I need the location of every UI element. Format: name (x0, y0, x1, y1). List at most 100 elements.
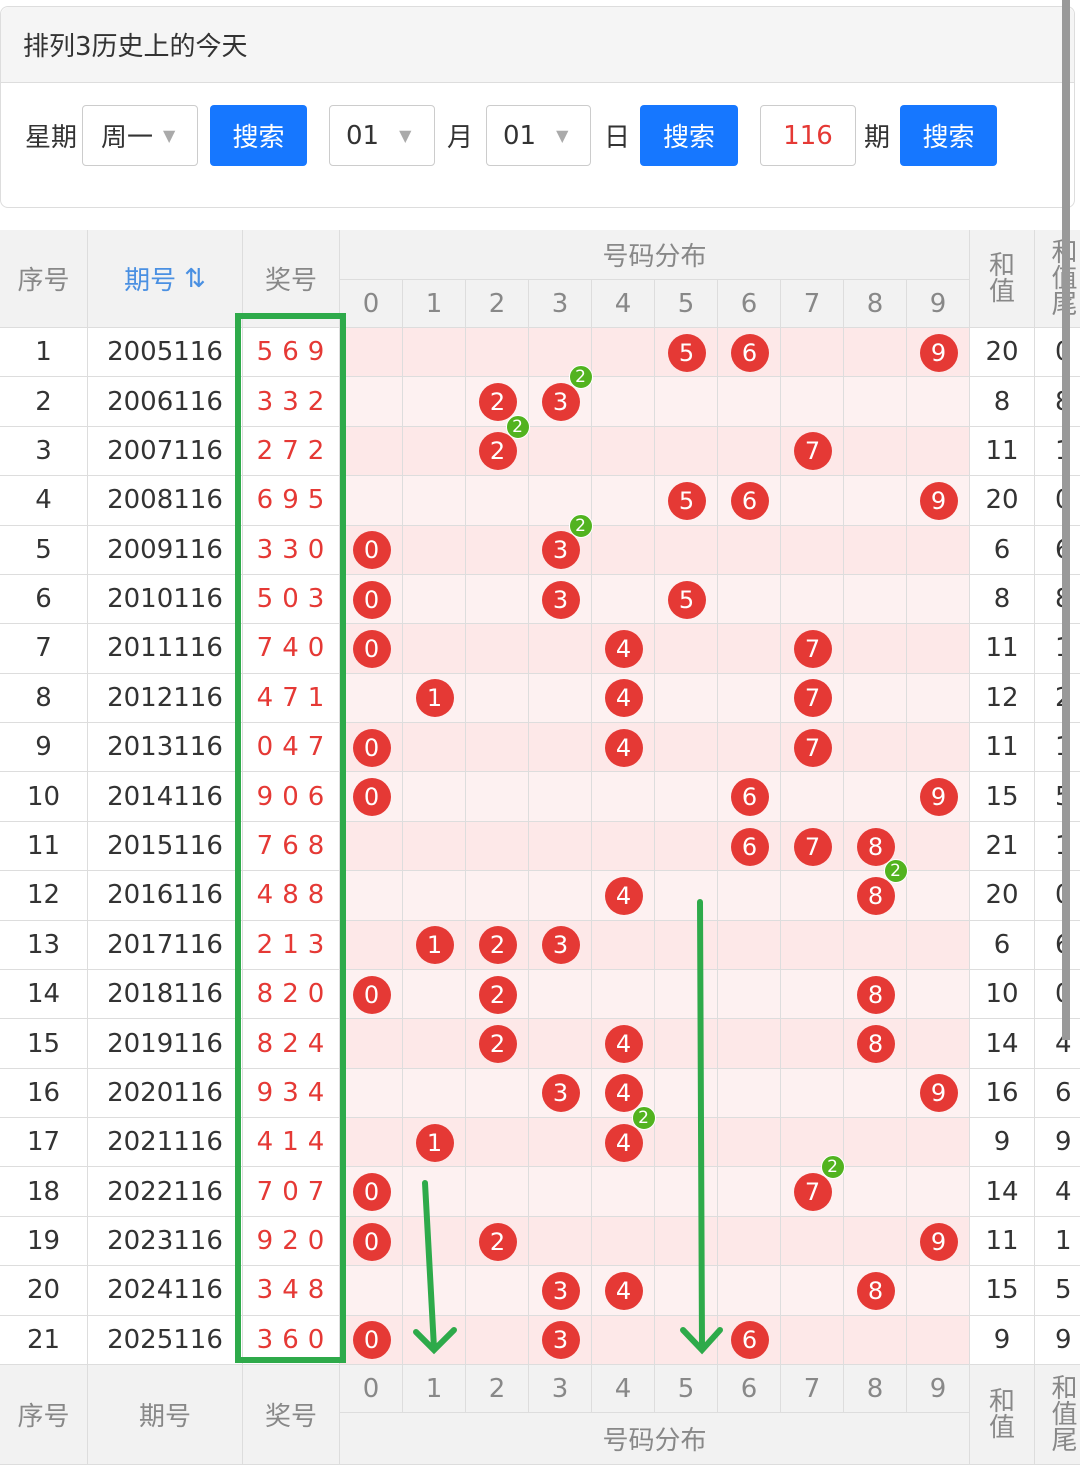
row-tail: 0 (1035, 328, 1080, 378)
distribution-cell (907, 871, 970, 921)
distribution-cell (655, 1068, 718, 1119)
row-issue: 2012116 (88, 673, 243, 724)
row-no: 14 (0, 969, 88, 1020)
distribution-cell (655, 920, 718, 970)
prize-digit: 9 (256, 781, 275, 812)
row-no: 3 (0, 426, 88, 477)
row-tail: 5 (1035, 772, 1080, 822)
number-ball: 6 (730, 333, 769, 372)
distribution-cell (844, 525, 907, 575)
prize-digit: 1 (307, 682, 326, 713)
row-sum: 11 (970, 624, 1035, 674)
number-ball: 5 (667, 333, 706, 372)
day-label: 日 (603, 123, 630, 153)
prize-digit: 0 (307, 534, 326, 565)
distribution-cell (592, 969, 655, 1020)
prize-digit: 8 (282, 880, 300, 911)
number-ball: 4 (604, 1025, 643, 1064)
prize-digit: 3 (307, 929, 326, 960)
distribution-cell (844, 1167, 907, 1217)
number-ball: 0 (352, 580, 391, 619)
row-sum: 20 (970, 328, 1035, 378)
distribution-cell (592, 377, 655, 427)
number-ball: 2 (478, 1025, 517, 1064)
prize-digit: 7 (256, 1176, 275, 1207)
row-tail: 8 (1035, 575, 1080, 625)
distribution-cell (403, 426, 466, 477)
number-ball: 9 (919, 1222, 958, 1261)
month-select[interactable]: 01 ▼ (329, 105, 435, 166)
prize-digit: 0 (282, 781, 300, 812)
distribution-cell (340, 871, 403, 921)
header-digit: 2 (466, 280, 529, 328)
period-input[interactable]: 116 (760, 105, 856, 166)
distribution-cell (907, 624, 970, 674)
number-ball: 5 (667, 481, 706, 520)
row-issue: 2005116 (88, 328, 243, 378)
prize-digit: 1 (282, 929, 300, 960)
week-select[interactable]: 周一 ▼ (82, 105, 198, 166)
number-ball: 3 (541, 1321, 580, 1360)
footer-tail: 和值尾 (1035, 1365, 1080, 1465)
number-ball: 8 (856, 876, 895, 915)
distribution-cell (655, 1315, 718, 1365)
distribution-cell (529, 1019, 592, 1069)
period-search-button[interactable]: 搜索 (900, 105, 997, 166)
row-tail: 5 (1035, 1266, 1080, 1316)
row-issue: 2013116 (88, 723, 243, 773)
row-sum: 8 (970, 377, 1035, 427)
footer-digit: 4 (592, 1365, 655, 1413)
prize-digit: 8 (256, 979, 275, 1010)
number-ball: 9 (919, 481, 958, 520)
row-issue: 2017116 (88, 920, 243, 970)
footer-issue: 期号 (88, 1365, 243, 1465)
row-tail: 1 (1035, 624, 1080, 674)
distribution-cell (403, 328, 466, 378)
number-ball: 0 (352, 1222, 391, 1261)
row-tail: 0 (1035, 970, 1080, 1020)
number-ball: 4 (604, 1271, 643, 1310)
distribution-cell (529, 426, 592, 477)
distribution-cell (844, 920, 907, 970)
distribution-cell (655, 821, 718, 872)
distribution-cell (907, 574, 970, 625)
day-select[interactable]: 01 ▼ (486, 105, 591, 166)
number-ball: 1 (415, 679, 454, 718)
row-tail: 4 (1035, 1167, 1080, 1217)
distribution-cell (529, 624, 592, 674)
distribution-cell (466, 525, 529, 575)
number-ball: 0 (352, 1173, 391, 1212)
distribution-cell (718, 624, 781, 674)
prize-digit: 4 (282, 732, 300, 763)
row-tail: 8 (1035, 377, 1080, 427)
repeat-badge: 2 (568, 365, 593, 390)
distribution-cell (844, 624, 907, 674)
row-issue: 2023116 (88, 1216, 243, 1267)
prize-digit: 4 (256, 1127, 275, 1158)
distribution-cell (844, 377, 907, 427)
number-ball: 7 (793, 728, 832, 767)
header-digit: 4 (592, 280, 655, 328)
distribution-cell (340, 1019, 403, 1069)
distribution-cell (466, 1068, 529, 1119)
header-issue[interactable]: 期号 ⇅ (88, 230, 243, 328)
week-search-button[interactable]: 搜索 (210, 105, 307, 166)
distribution-cell (907, 969, 970, 1020)
dropdown-arrow: ▼ (399, 126, 412, 145)
row-sum: 21 (970, 821, 1035, 872)
distribution-cell (907, 920, 970, 970)
date-search-button[interactable]: 搜索 (640, 105, 738, 166)
distribution-cell (655, 624, 718, 674)
distribution-cell (907, 1315, 970, 1365)
number-ball: 8 (856, 827, 895, 866)
row-no: 17 (0, 1118, 88, 1168)
prize-digit: 3 (282, 534, 300, 565)
number-ball: 5 (667, 580, 706, 619)
row-sum: 12 (970, 673, 1035, 724)
distribution-cell (844, 1315, 907, 1365)
